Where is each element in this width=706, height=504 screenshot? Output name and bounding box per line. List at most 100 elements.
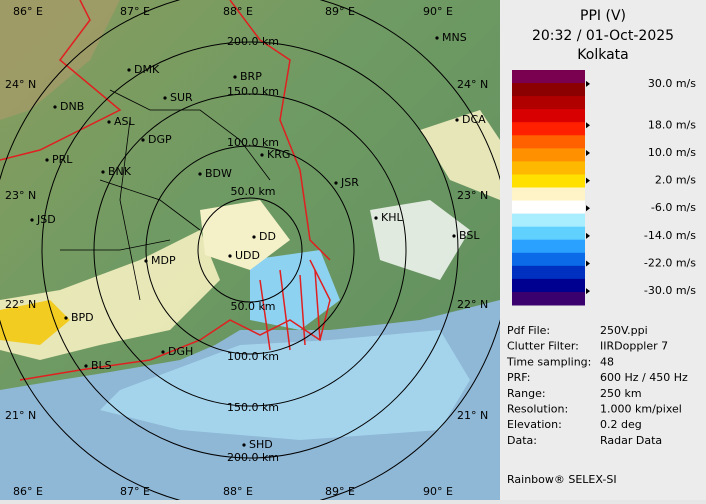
- colorbar-label: -6.0 m/s: [651, 201, 696, 214]
- city-marker: [452, 234, 456, 238]
- border: [0, 0, 122, 161]
- latitude-label: 21° N: [5, 409, 36, 422]
- info-value: 48: [600, 355, 614, 368]
- city-label: DD: [259, 230, 276, 243]
- city-label: JSR: [340, 176, 359, 189]
- city-marker: [260, 153, 264, 157]
- longitude-label: 89° E: [325, 485, 355, 498]
- city-marker: [198, 172, 202, 176]
- city-marker: [45, 158, 49, 162]
- city-marker: [163, 96, 167, 100]
- range-label: 150.0 km: [227, 401, 279, 414]
- info-value: 600 Hz / 450 Hz: [600, 371, 688, 384]
- city-label: BRP: [240, 70, 262, 83]
- colorbar-segment: [512, 96, 585, 110]
- colorbar-segment: [512, 278, 585, 293]
- colorbar-tick: [586, 288, 590, 295]
- info-value: 0.2 deg: [600, 418, 642, 431]
- range-label: 200.0 km: [227, 451, 279, 464]
- info-key: Pdf File:: [507, 324, 550, 337]
- city-label: JSD: [36, 213, 56, 226]
- echo-cream: [420, 110, 500, 200]
- colorbar-label: -30.0 m/s: [644, 284, 696, 297]
- city-label: BSL: [459, 229, 480, 242]
- district-borders: [60, 89, 271, 301]
- city-label: BNK: [108, 165, 132, 178]
- city-label: BPD: [71, 311, 94, 324]
- range-label: 50.0 km: [230, 300, 275, 313]
- city-label: DCA: [462, 113, 486, 126]
- city-label: KRG: [267, 148, 290, 161]
- city-label: DGP: [148, 133, 172, 146]
- colorbar-segment: [512, 291, 585, 306]
- colorbar-segment: [512, 239, 585, 254]
- longitude-label: 89° E: [325, 5, 355, 18]
- city-label: MDP: [151, 254, 176, 267]
- city-marker: [161, 350, 165, 354]
- longitude-label: 87° E: [120, 5, 150, 18]
- colorbar-segment: [512, 252, 585, 267]
- colorbar-segment: [512, 122, 585, 136]
- city-label: UDD: [235, 249, 260, 262]
- echo-cream: [200, 200, 290, 270]
- range-label: 200.0 km: [227, 35, 279, 48]
- city-label: SHD: [249, 438, 273, 451]
- range-ring: [197, 197, 303, 303]
- latitude-label: 23° N: [457, 189, 488, 202]
- info-key: Elevation:: [507, 418, 562, 431]
- latitude-label: 21° N: [457, 409, 488, 422]
- range-ring: [41, 41, 459, 459]
- colorbar-segment: [512, 174, 585, 188]
- latitude-label: 23° N: [5, 189, 36, 202]
- longitude-label: 90° E: [423, 5, 453, 18]
- info-value: IIRDoppler 7: [600, 340, 668, 353]
- city-label: DNB: [60, 100, 84, 113]
- city-marker: [334, 181, 338, 185]
- station: Kolkata: [577, 47, 628, 63]
- footer: Rainbow® SELEX-SI: [507, 473, 617, 486]
- colorbar-segment: [512, 70, 585, 84]
- city-marker: [141, 138, 145, 142]
- city-label: KHL: [381, 211, 403, 224]
- longitude-label: 86° E: [13, 5, 43, 18]
- city-label: BLS: [91, 359, 112, 372]
- info-value: 250 km: [600, 387, 642, 400]
- latitude-label: 22° N: [457, 298, 488, 311]
- city-marker: [455, 118, 459, 122]
- info-value: Radar Data: [600, 434, 662, 447]
- longitude-label: 86° E: [13, 485, 43, 498]
- colorbar-label: 18.0 m/s: [648, 118, 696, 131]
- latitude-label: 24° N: [457, 78, 488, 91]
- colorbar-label: -22.0 m/s: [644, 257, 696, 270]
- map: [0, 0, 500, 500]
- info-key: Range:: [507, 387, 546, 400]
- echo-yellow: [0, 300, 70, 345]
- city-marker: [101, 170, 105, 174]
- colorbar-tick: [586, 260, 590, 267]
- echo-white: [370, 200, 470, 280]
- city-marker: [233, 75, 237, 79]
- range-label: 100.0 km: [227, 350, 279, 363]
- delta-rivers: [259, 269, 321, 351]
- colorbar-tick: [586, 232, 590, 239]
- city-marker: [53, 105, 57, 109]
- longitude-label: 87° E: [120, 485, 150, 498]
- city-label: PRL: [52, 153, 73, 166]
- colorbar-segment: [512, 109, 585, 123]
- city-marker: [435, 36, 439, 40]
- colorbar-segment: [512, 148, 585, 162]
- colorbar-tick: [586, 205, 590, 212]
- colorbar-segment: [512, 265, 585, 280]
- info-key: Resolution:: [507, 403, 568, 416]
- colorbar-segment: [512, 135, 585, 149]
- city-marker: [84, 364, 88, 368]
- latitude-label: 24° N: [5, 78, 36, 91]
- colorbar-segment: [512, 83, 585, 97]
- city-marker: [107, 120, 111, 124]
- colorbar-label: 10.0 m/s: [648, 146, 696, 159]
- info-key: Time sampling:: [506, 355, 591, 368]
- graticule: 200.0 km 150.0 km 100.0 km 50.0 km 50.0 km 10…: [0, 0, 511, 504]
- city-marker: [242, 443, 246, 447]
- colorbar-segment: [512, 226, 585, 241]
